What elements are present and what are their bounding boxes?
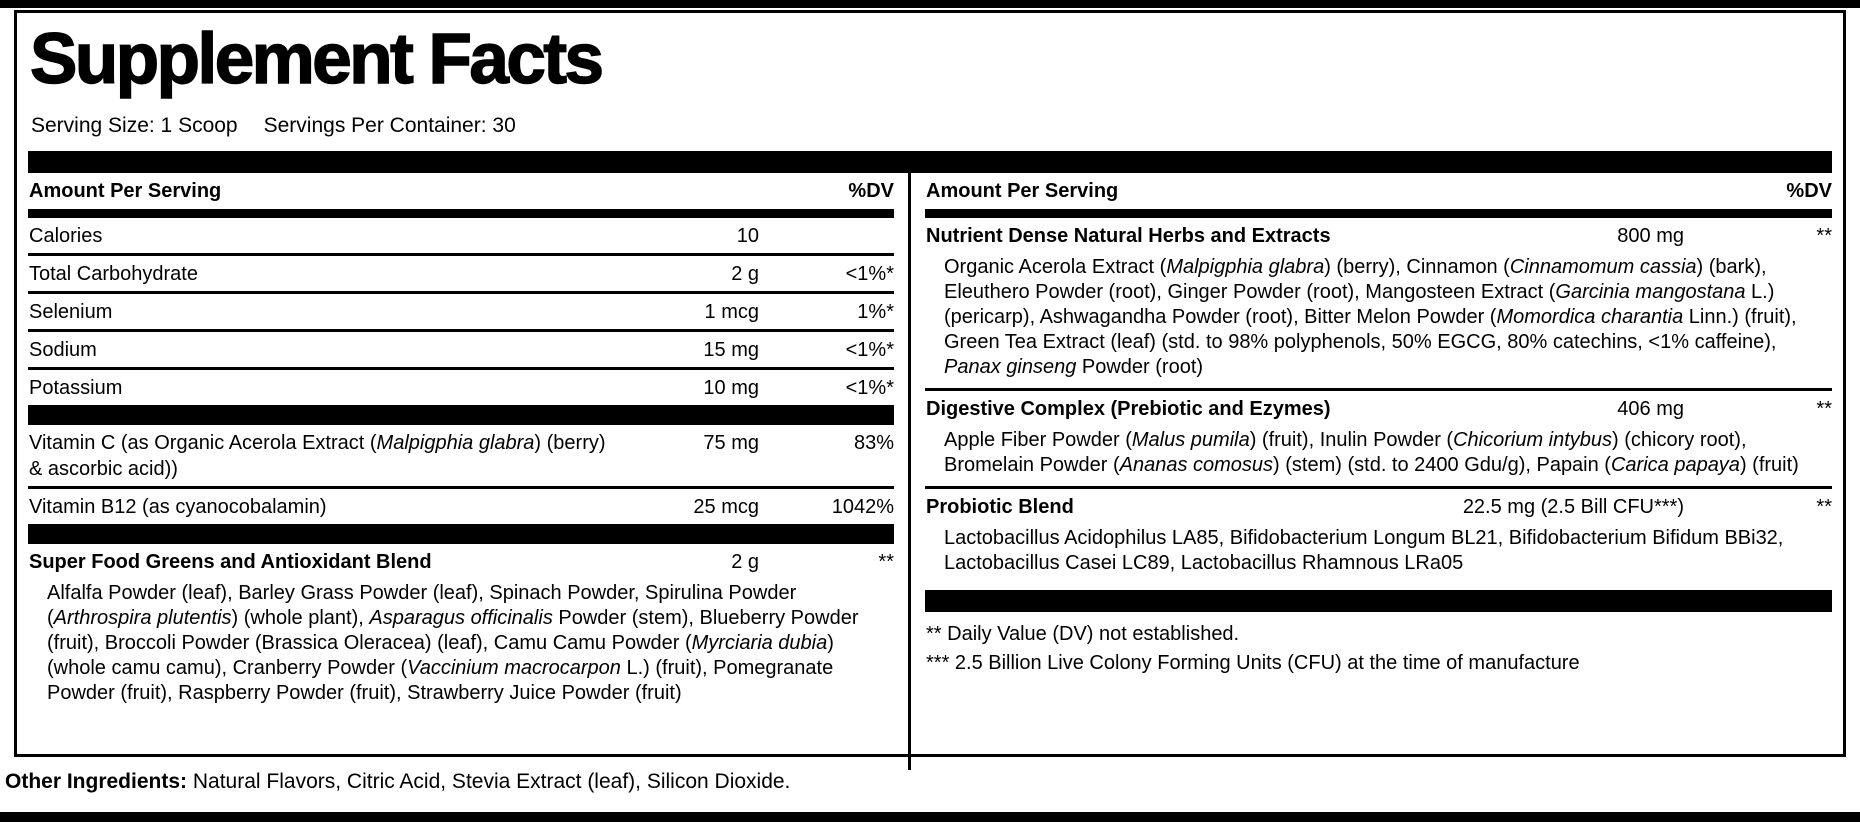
blend-name: Probiotic Blend [926, 495, 1074, 518]
nutrient-amount: 1 mcg [704, 300, 759, 323]
blend-ingredients-digestive-complex: Apple Fiber Powder (Malus pumila) (fruit… [944, 428, 1799, 476]
nutrient-amount: 2 g [731, 262, 759, 285]
nutrient-row-selenium: Selenium 1 mcg 1%* [28, 290, 894, 329]
nutrient-amount: 15 mg [703, 338, 759, 361]
nutrient-row-potassium: Potassium 10 mg <1%* [28, 366, 894, 405]
footnote-cfu: *** 2.5 Billion Live Colony Forming Unit… [926, 651, 1580, 674]
section-separator-bar [28, 523, 894, 544]
left-column: Amount Per Serving %DV Calories 10 Total… [28, 173, 908, 770]
blend-row-digestive-complex: Digestive Complex (Prebiotic and Ezymes)… [925, 387, 1832, 426]
blend-row-nutrient-dense-herbs: Nutrient Dense Natural Herbs and Extract… [925, 218, 1832, 253]
blend-row-probiotic-blend: Probiotic Blend 22.5 mg (2.5 Bill CFU***… [925, 485, 1832, 524]
nutrient-amount: 25 mcg [693, 495, 759, 518]
serving-size: Serving Size: 1 Scoop [31, 113, 238, 137]
right-column: Amount Per Serving %DV Nutrient Dense Na… [911, 173, 1832, 770]
column-divider [908, 172, 911, 770]
blend-amount: 800 mg [1617, 224, 1684, 247]
left-header-bar [28, 208, 894, 218]
header-separator-bar [28, 150, 1832, 173]
nutrient-row-vitamin-c: Vitamin C (as Organic Acerola Extract (M… [28, 425, 894, 486]
blend-dv: ** [1816, 397, 1832, 420]
footnote-separator-bar [925, 589, 1832, 612]
footnotes: ** Daily Value (DV) not established. ***… [925, 612, 1832, 678]
percent-dv-label: %DV [848, 179, 894, 202]
nutrient-row-vitamin-b12: Vitamin B12 (as cyanocobalamin) 25 mcg 1… [28, 485, 894, 524]
blend-ingredients-nutrient-dense-herbs: Organic Acerola Extract (Malpigphia glab… [944, 255, 1797, 378]
amount-per-serving-label: Amount Per Serving [29, 179, 222, 202]
nutrient-dv: <1%* [845, 338, 894, 361]
left-column-header: Amount Per Serving %DV [28, 173, 894, 209]
nutrient-dv: 1042% [831, 495, 894, 518]
top-black-bar [0, 0, 1860, 8]
other-ingredients-text: Natural Flavors, Citric Acid, Stevia Ext… [187, 770, 791, 793]
nutrient-dv: 83% [853, 431, 894, 454]
nutrient-name: Calories [29, 224, 103, 247]
blend-name: Nutrient Dense Natural Herbs and Extract… [926, 224, 1331, 247]
blend-name: Super Food Greens and Antioxidant Blend [29, 550, 432, 573]
blend-amount: 2 g [731, 550, 759, 573]
nutrient-dv: 1%* [857, 300, 894, 323]
blend-dv: ** [878, 550, 894, 573]
serving-info: Serving Size: 1 Scoop Servings Per Contai… [31, 114, 1832, 138]
nutrient-amount: 10 [736, 224, 759, 247]
nutrient-dv: <1%* [845, 376, 894, 399]
section-separator-bar [28, 404, 894, 425]
blend-dv: ** [1816, 495, 1832, 518]
right-column-header: Amount Per Serving %DV [925, 173, 1832, 209]
blend-ingredients-super-food-greens: Alfalfa Powder (leaf), Barley Grass Powd… [47, 581, 859, 704]
footnote-dv-not-established: ** Daily Value (DV) not established. [926, 622, 1240, 645]
nutrient-name: Sodium [29, 338, 97, 361]
nutrient-dv: <1%* [845, 262, 894, 285]
amount-per-serving-label: Amount Per Serving [926, 179, 1119, 202]
nutrient-row-sodium: Sodium 15 mg <1%* [28, 328, 894, 367]
percent-dv-label: %DV [1786, 179, 1832, 202]
blend-name: Digestive Complex (Prebiotic and Ezymes) [926, 397, 1331, 420]
servings-per-container: Servings Per Container: 30 [263, 113, 516, 137]
blend-ingredients-probiotic-blend: Lactobacillus Acidophilus LA85, Bifidoba… [944, 526, 1784, 574]
bottom-black-bar [0, 812, 1860, 822]
other-ingredients-label: Other Ingredients: [5, 770, 188, 793]
right-header-bar [925, 208, 1832, 218]
nutrient-name: Selenium [29, 300, 113, 323]
nutrient-name: Potassium [29, 376, 123, 399]
nutrient-row-total-carbohydrate: Total Carbohydrate 2 g <1%* [28, 252, 894, 291]
nutrient-amount: 75 mg [703, 431, 759, 454]
nutrient-name: Total Carbohydrate [29, 262, 198, 285]
blend-amount: 22.5 mg (2.5 Bill CFU***) [1462, 495, 1684, 518]
page-title: Supplement Facts [29, 20, 605, 99]
blend-row-super-food-greens: Super Food Greens and Antioxidant Blend … [28, 544, 894, 579]
facts-columns: Amount Per Serving %DV Calories 10 Total… [28, 172, 1832, 770]
nutrient-name: Vitamin C (as Organic Acerola Extract (M… [29, 431, 606, 480]
blend-amount: 406 mg [1617, 397, 1684, 420]
blend-dv: ** [1816, 224, 1832, 247]
supplement-facts-panel: Supplement Facts Serving Size: 1 Scoop Se… [14, 10, 1846, 770]
nutrient-name: Vitamin B12 (as cyanocobalamin) [29, 495, 327, 518]
other-ingredients: Other Ingredients: Natural Flavors, Citr… [5, 770, 1860, 794]
nutrient-row-calories: Calories 10 [28, 218, 894, 253]
nutrient-amount: 10 mg [703, 376, 759, 399]
